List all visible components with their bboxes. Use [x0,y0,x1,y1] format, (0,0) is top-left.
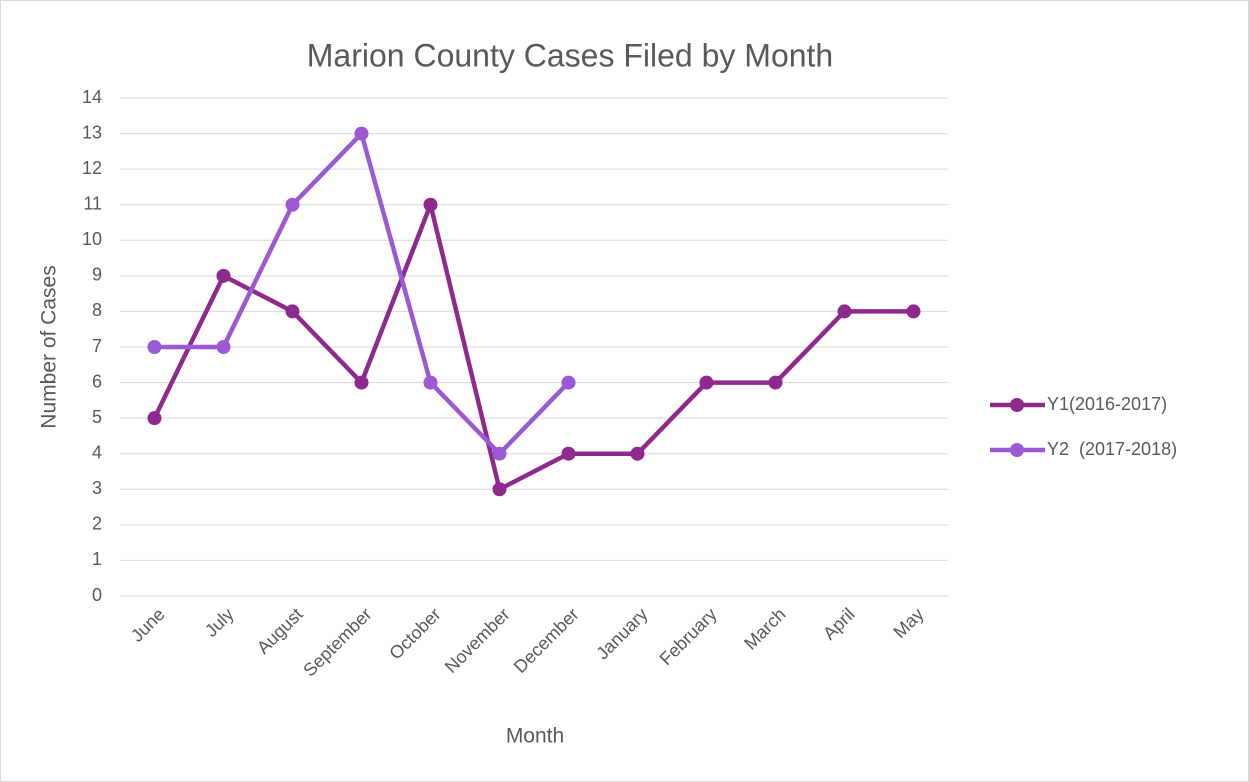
data-point [630,446,645,461]
data-point [354,126,369,141]
legend-marker [1010,443,1024,457]
data-point [147,340,162,354]
data-point [285,304,300,319]
data-point [492,446,507,461]
chart-title: Marion County Cases Filed by Month [307,37,833,73]
data-point [768,375,783,390]
y-tick-label: 1 [92,549,102,569]
y-tick-label: 7 [92,336,102,356]
data-point [699,375,714,390]
y-tick-label: 9 [92,265,102,285]
data-point [837,304,852,319]
data-point [561,375,576,390]
y-tick-label: 14 [82,87,102,107]
y-tick-label: 8 [92,300,102,320]
y-tick-label: 0 [92,585,102,605]
y-tick-label: 2 [92,514,102,534]
data-point [906,304,921,319]
y-tick-label: 4 [92,442,102,462]
data-point [216,268,231,283]
data-point [561,446,576,461]
y-tick-label: 10 [82,229,102,249]
data-point [147,411,162,426]
data-point [492,482,507,497]
y-tick-label: 13 [82,122,102,142]
y-tick-label: 5 [92,407,102,427]
data-point [216,340,231,354]
legend-label: Y1(2016-2017) [1047,394,1167,414]
data-point [285,197,300,212]
y-tick-label: 11 [83,193,102,213]
data-point [423,375,438,390]
legend-marker [1010,398,1024,412]
data-point [423,197,438,212]
data-point [354,375,369,390]
legend-label: Y2 (2017-2018) [1047,439,1177,459]
y-tick-label: 3 [92,478,102,498]
y-tick-label: 6 [92,371,102,391]
series-line [152,202,914,492]
x-axis-label: Month [506,725,564,748]
y-axis-label: Number of Cases [38,265,61,428]
y-tick-label: 12 [82,158,102,178]
